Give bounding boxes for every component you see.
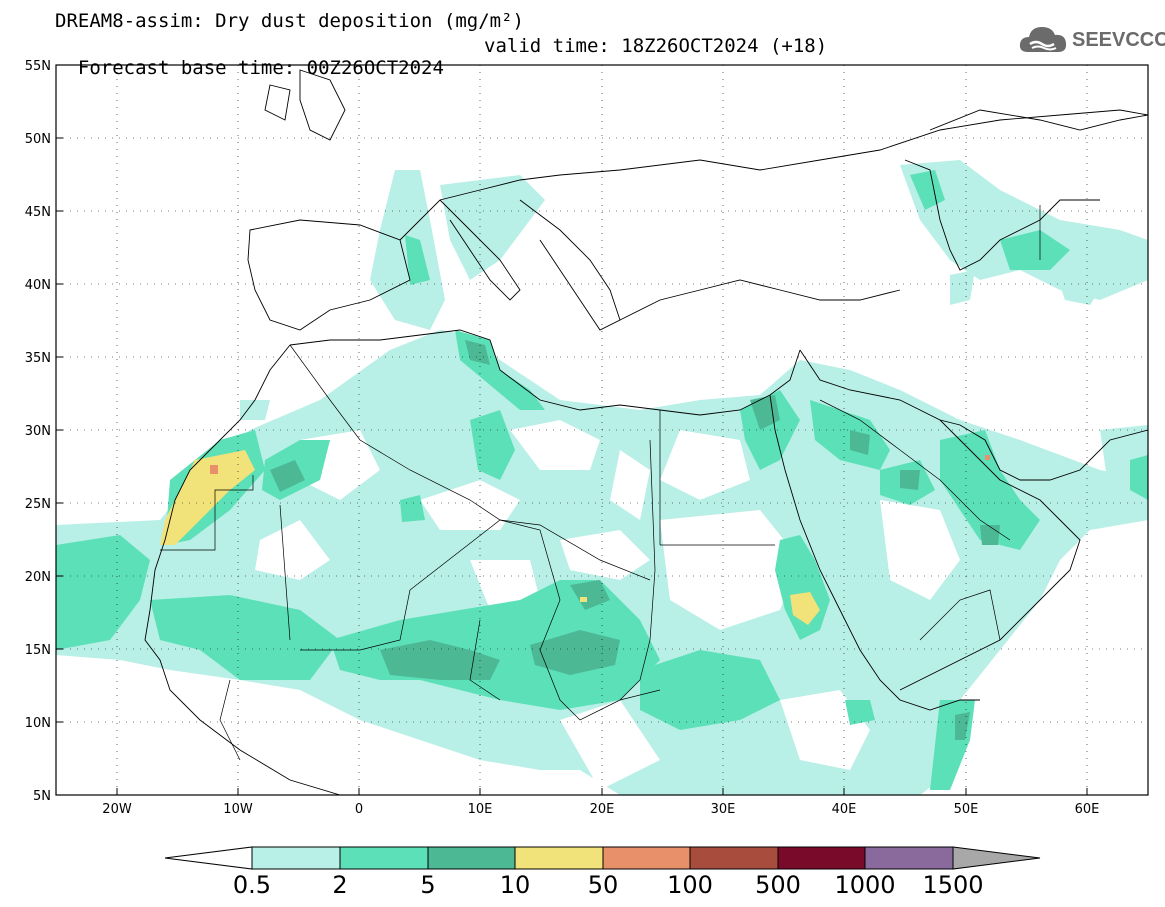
deposition-gaps xyxy=(255,420,960,790)
lat-label: 30N xyxy=(25,424,51,439)
lon-label: 10E xyxy=(468,802,493,817)
lat-label: 35N xyxy=(25,351,51,366)
forecast-times: Forecast base time: 00Z26OCT2024 valid t… xyxy=(55,35,827,101)
colorbar-swatch xyxy=(602,846,691,870)
lat-label: 45N xyxy=(25,205,51,220)
colorbar-label: 50 xyxy=(588,871,619,899)
logo-text: SEEVCCC xyxy=(1072,29,1165,51)
lat-label: 5N xyxy=(33,789,51,804)
lon-label: 10W xyxy=(223,802,253,817)
colorbar-label: 500 xyxy=(755,871,801,899)
colorbar-label: 1000 xyxy=(834,871,895,899)
colorbar-label: 100 xyxy=(667,871,713,899)
axis-ticks xyxy=(56,64,1088,795)
lat-label: 15N xyxy=(25,643,51,658)
lon-label: 50E xyxy=(954,802,979,817)
lon-label: 40E xyxy=(832,802,857,817)
lat-label: 20N xyxy=(25,570,51,585)
deposition-band-10-50 xyxy=(160,450,820,625)
deposition-band-50-100 xyxy=(210,455,990,474)
lat-label: 10N xyxy=(25,716,51,731)
latitude-labels: 55N 50N 45N 40N 35N 30N 25N 20N 15N 10N … xyxy=(25,59,51,804)
lat-label: 50N xyxy=(25,132,51,147)
colorbar-swatch xyxy=(514,846,604,870)
colorbar-label: 5 xyxy=(420,871,435,899)
colorbar-label: 10 xyxy=(500,871,531,899)
colorbar-swatch xyxy=(864,846,954,870)
longitude-labels: 20W 10W 0 10E 20E 30E 40E 50E 60E xyxy=(102,802,1099,817)
cloud-logo-icon xyxy=(1019,27,1067,52)
coastlines xyxy=(144,69,1148,795)
lat-label: 25N xyxy=(25,497,51,512)
deposition-band-5-10 xyxy=(270,340,1000,740)
colorbar-swatch xyxy=(427,846,516,870)
colorbar-swatch xyxy=(339,846,429,870)
lat-label: 40N xyxy=(25,278,51,293)
colorbar-swatch xyxy=(689,846,779,870)
lat-label: 55N xyxy=(25,59,51,74)
colorbar-lower-arrow xyxy=(164,846,253,870)
deposition-field xyxy=(56,65,1148,795)
lon-label: 20E xyxy=(590,802,615,817)
map-title: DREAM8-assim: Dry dust deposition (mg/m²… xyxy=(55,10,524,32)
colorbar-upper-arrow xyxy=(952,846,1041,870)
colorbar-label: 2 xyxy=(332,871,347,899)
colorbar-label: 0.5 xyxy=(233,871,271,899)
base-time: Forecast base time: 00Z26OCT2024 xyxy=(77,57,444,79)
borders xyxy=(160,205,1041,761)
colorbar-labels: 0.5 2 5 10 50 100 500 1000 1500 xyxy=(233,871,984,899)
colorbar-swatch xyxy=(777,846,866,870)
lon-label: 30E xyxy=(711,802,736,817)
lon-label: 0 xyxy=(355,802,363,817)
valid-time: valid time: 18Z26OCT2024 (+18) xyxy=(484,35,828,57)
colorbar-label: 1500 xyxy=(922,871,983,899)
colorbar-swatch xyxy=(251,846,341,870)
graticule xyxy=(56,65,1148,795)
colorbar xyxy=(164,846,1041,870)
lon-label: 60E xyxy=(1075,802,1100,817)
seevccc-logo: SEEVCCC xyxy=(1018,22,1165,62)
lon-label: 20W xyxy=(102,802,132,817)
